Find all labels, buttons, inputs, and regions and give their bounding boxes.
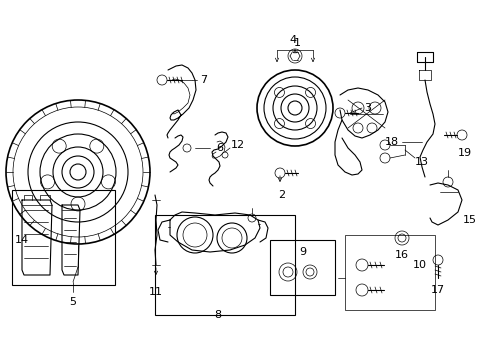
Text: 13: 13 — [414, 157, 428, 167]
Text: 14: 14 — [15, 235, 29, 245]
Bar — [155, 215, 294, 315]
Bar — [345, 235, 434, 310]
Text: 16: 16 — [394, 250, 408, 260]
Text: 3: 3 — [364, 103, 371, 113]
Text: 4: 4 — [289, 35, 296, 45]
Text: 11: 11 — [149, 287, 163, 297]
Text: 10: 10 — [412, 260, 426, 270]
Text: 8: 8 — [214, 310, 221, 320]
Text: 9: 9 — [299, 247, 306, 257]
Text: 2: 2 — [278, 190, 285, 200]
Bar — [12, 190, 115, 285]
Text: 5: 5 — [69, 297, 76, 307]
Text: 12: 12 — [230, 140, 244, 150]
Text: 6: 6 — [216, 143, 223, 153]
Text: 7: 7 — [200, 75, 207, 85]
Text: 15: 15 — [462, 215, 476, 225]
Text: 18: 18 — [384, 137, 398, 147]
Text: 19: 19 — [457, 148, 471, 158]
Text: 17: 17 — [430, 285, 444, 295]
Text: 1: 1 — [293, 38, 300, 48]
Bar — [269, 240, 334, 295]
